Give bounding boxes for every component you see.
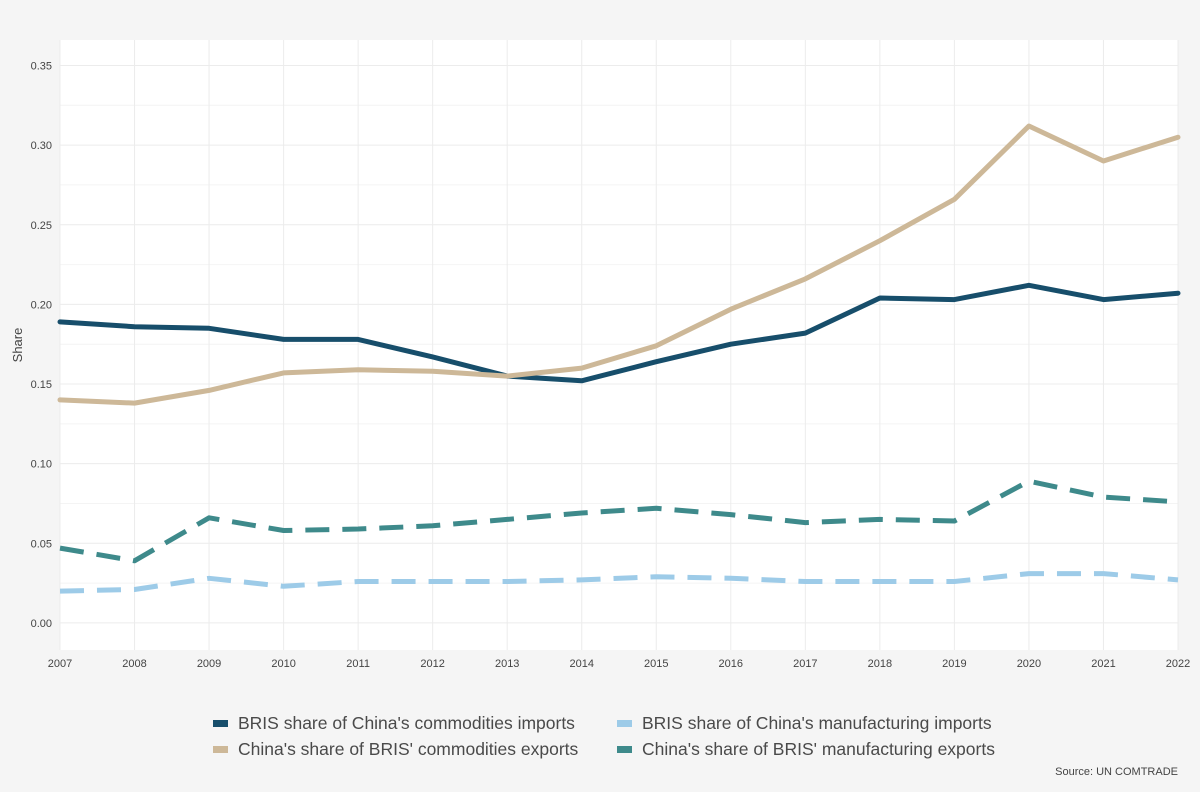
x-tick-label: 2019 — [942, 658, 966, 670]
legend-swatch — [213, 719, 228, 727]
legend-item-1: BRIS share of China's commodities import… — [213, 712, 617, 734]
legend-item-4: China's share of BRIS' manufacturing exp… — [617, 738, 1017, 760]
x-tick-label: 2018 — [868, 658, 892, 670]
series-line-1 — [57, 282, 1181, 384]
legend-swatch — [617, 745, 632, 753]
legend-item-3: China's share of BRIS' commodities expor… — [213, 738, 617, 760]
x-tick-label: 2015 — [644, 658, 668, 670]
line-chart: 0.00 0.05 0.10 0.15 0.20 0.25 0.30 0.35 2007 2008… — [10, 40, 1191, 670]
series-lines — [57, 123, 1181, 594]
y-tick-label: 0.05 — [31, 538, 52, 550]
y-tick-label: 0.20 — [31, 299, 52, 311]
series-line-3 — [57, 123, 1181, 406]
axes: 0.00 0.05 0.10 0.15 0.20 0.25 0.30 0.35 2007 2008… — [31, 60, 1191, 670]
legend-label: BRIS share of China's manufacturing impo… — [642, 712, 992, 733]
series-line-2 — [59, 571, 1179, 594]
x-tick-label: 2009 — [197, 658, 221, 670]
x-tick-label: 2008 — [122, 658, 146, 670]
x-tick-label: 2017 — [793, 658, 817, 670]
plot-area — [60, 40, 1178, 650]
x-tick-label: 2011 — [346, 658, 370, 670]
x-tick-label: 2012 — [420, 658, 444, 670]
x-tick-label: 2010 — [271, 658, 295, 670]
legend-label: China's share of BRIS' manufacturing exp… — [642, 738, 995, 759]
y-tick-label: 0.30 — [31, 140, 52, 152]
y-tick-label: 0.00 — [31, 618, 52, 630]
x-tick-label: 2020 — [1017, 658, 1041, 670]
x-tick-label: 2016 — [719, 658, 743, 670]
y-tick-label: 0.15 — [31, 379, 52, 391]
x-tick-label: 2013 — [495, 658, 519, 670]
y-axis-label: Share — [10, 328, 25, 363]
legend: BRIS share of China's commodities import… — [213, 712, 1017, 760]
x-tick-label: 2022 — [1166, 658, 1190, 670]
legend-label: BRIS share of China's commodities import… — [238, 712, 575, 733]
x-tick-label: 2014 — [569, 658, 593, 670]
legend-swatch — [213, 745, 228, 753]
y-tick-label: 0.10 — [31, 459, 52, 471]
legend-item-2: BRIS share of China's manufacturing impo… — [617, 712, 1017, 734]
y-tick-label: 0.35 — [31, 60, 52, 72]
source-note: Source: UN COMTRADE — [1055, 766, 1178, 778]
x-tick-label: 2021 — [1091, 658, 1115, 670]
series-line-4 — [59, 478, 1179, 564]
legend-swatch — [617, 719, 632, 727]
x-tick-label: 2007 — [48, 658, 72, 670]
legend-label: China's share of BRIS' commodities expor… — [238, 738, 579, 759]
y-tick-label: 0.25 — [31, 220, 52, 232]
